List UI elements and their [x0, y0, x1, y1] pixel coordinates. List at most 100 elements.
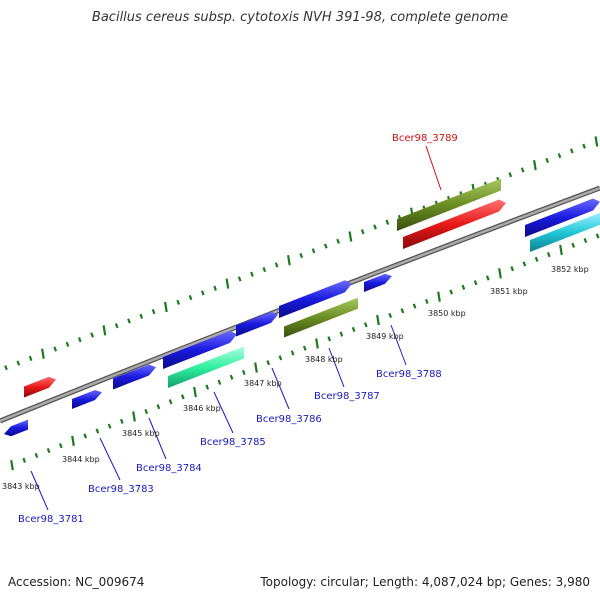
- outer-tick: [348, 231, 353, 242]
- inner-tick: [58, 443, 63, 449]
- genome-title: Bacillus cereus subsp. cytotoxis NVH 391…: [91, 10, 509, 25]
- kbp-label: 3849 kbp: [366, 332, 404, 341]
- gene-feature: [364, 273, 392, 292]
- inner-tick: [376, 314, 380, 326]
- inner-tick: [534, 256, 539, 262]
- outer-tick: [16, 360, 21, 366]
- inner-tick: [546, 252, 551, 258]
- inner-tick: [363, 322, 368, 328]
- kbp-label: 3843 kbp: [2, 482, 40, 491]
- gene-feature: [403, 199, 506, 249]
- inner-tick: [168, 399, 173, 405]
- gene-label-bcer98-3786[interactable]: Bcer98_3786: [256, 414, 322, 425]
- accession-text: Accession: NC_009674: [8, 575, 145, 589]
- inner-tick: [266, 360, 271, 366]
- label-leader-lines: [30, 145, 442, 511]
- inner-tick: [437, 291, 441, 302]
- outer-tick: [557, 153, 562, 159]
- gene-feature: [163, 330, 237, 369]
- outer-tick: [65, 341, 70, 347]
- inner-tick: [156, 404, 161, 410]
- gene-label-bcer98-3787[interactable]: Bcer98_3787: [314, 391, 380, 402]
- gene-feature: [525, 198, 600, 237]
- inner-tick: [412, 303, 417, 309]
- inner-tick: [229, 374, 234, 380]
- inner-tick: [34, 452, 39, 459]
- kbp-label: 3847 kbp: [244, 379, 282, 388]
- kbp-label: 3852 kbp: [551, 265, 589, 274]
- outer-tick: [373, 224, 377, 230]
- gene-label-bcer98-3788[interactable]: Bcer98_3788: [376, 369, 442, 380]
- outer-tick: [102, 325, 107, 336]
- inner-tick: [327, 336, 332, 342]
- outer-tick: [274, 262, 279, 268]
- kbp-label: 3846 kbp: [183, 404, 221, 413]
- inner-tick: [522, 261, 527, 267]
- gene-label-bcer98-3784[interactable]: Bcer98_3784: [136, 463, 202, 474]
- inner-tick: [302, 345, 307, 351]
- feature-track: [4, 178, 600, 437]
- inner-tick: [193, 386, 197, 398]
- outer-tick: [213, 285, 217, 291]
- gene-feature: [4, 419, 28, 437]
- outer-tick: [520, 167, 525, 173]
- kbp-labels: 3843 kbp 3844 kbp 3845 kbp 3846 kbp 3847…: [2, 265, 589, 491]
- inner-tick: [583, 238, 588, 244]
- inner-tick: [571, 242, 576, 248]
- outer-tick: [4, 365, 8, 371]
- outer-tick: [151, 309, 156, 315]
- kbp-label: 3845 kbp: [122, 429, 160, 438]
- outer-tick: [323, 243, 328, 249]
- inner-tick: [180, 394, 185, 400]
- inner-tick: [473, 280, 478, 286]
- inner-tick: [388, 312, 393, 318]
- outer-tick: [200, 290, 205, 296]
- outer-tick: [385, 219, 390, 225]
- inner-tick: [449, 289, 454, 295]
- inner-tick: [71, 435, 75, 446]
- leader-line: [213, 391, 234, 434]
- outer-tick: [311, 248, 316, 254]
- outer-tick: [533, 159, 537, 171]
- gene-label-bcer98-3781[interactable]: Bcer98_3781: [18, 514, 84, 525]
- outer-tick: [188, 295, 193, 301]
- outer-tick: [569, 148, 574, 154]
- outer-tick: [360, 229, 365, 235]
- kbp-label: 3850 kbp: [428, 309, 466, 318]
- inner-tick: [461, 284, 466, 290]
- inner-tick: [144, 408, 149, 415]
- leader-line: [390, 324, 407, 366]
- outer-tick-ring: [4, 136, 599, 371]
- kbp-label: 3851 kbp: [490, 287, 528, 296]
- inner-tick: [339, 331, 344, 337]
- inner-tick: [107, 423, 112, 429]
- gene-feature: [284, 297, 358, 338]
- gene-label-bcer98-3789[interactable]: Bcer98_3789: [392, 133, 458, 144]
- inner-tick: [278, 355, 283, 361]
- outer-tick: [299, 252, 304, 259]
- inner-tick: [400, 308, 405, 314]
- inner-tick: [485, 275, 490, 281]
- inner-tick: [132, 411, 136, 422]
- inner-tick: [559, 244, 563, 256]
- outer-tick: [287, 255, 291, 266]
- inner-tick: [217, 379, 222, 385]
- gene-feature: [397, 178, 501, 231]
- outer-tick: [594, 136, 599, 147]
- gene-label-bcer98-3783[interactable]: Bcer98_3783: [88, 484, 154, 495]
- outer-tick: [77, 337, 82, 343]
- gene-feature: [72, 390, 102, 409]
- outer-tick: [225, 278, 230, 289]
- leader-line: [99, 437, 121, 481]
- gene-feature: [530, 212, 600, 252]
- gene-label-bcer98-3785[interactable]: Bcer98_3785: [200, 437, 266, 448]
- leader-line: [148, 417, 167, 460]
- inner-tick: [241, 369, 246, 376]
- inner-tick: [424, 298, 429, 304]
- outer-tick: [508, 172, 513, 178]
- inner-tick: [290, 350, 295, 356]
- outer-tick: [237, 276, 242, 282]
- inner-tick: [351, 326, 356, 333]
- inner-tick: [595, 233, 600, 239]
